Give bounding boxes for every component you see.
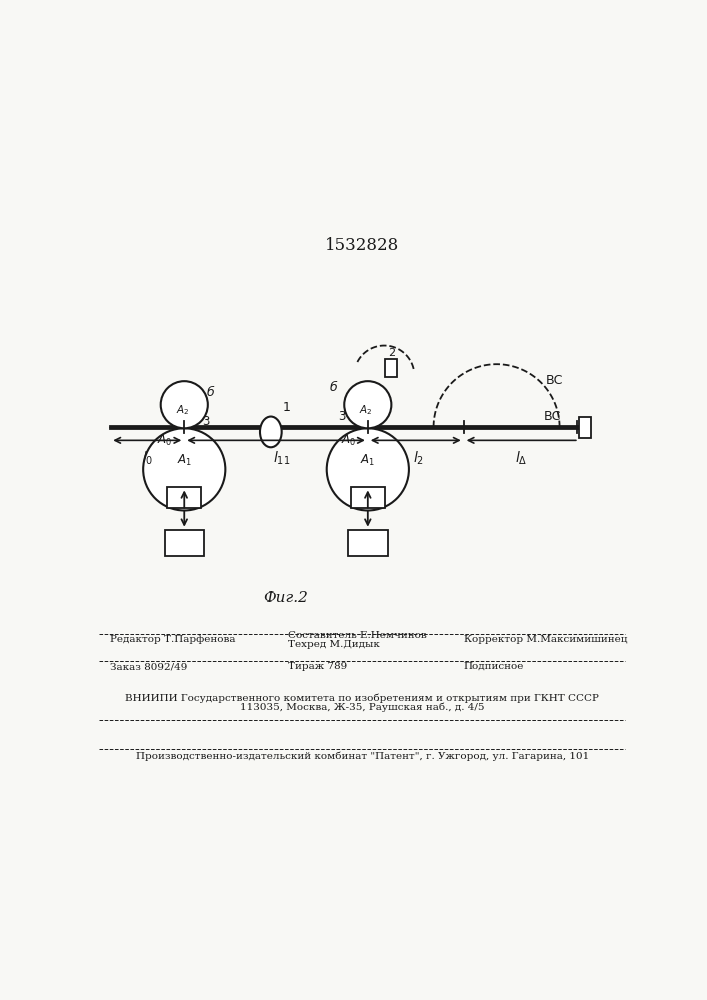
- Circle shape: [327, 428, 409, 510]
- Text: 2: 2: [582, 422, 589, 432]
- Text: $A_0$: $A_0$: [341, 433, 356, 448]
- Text: ВНИИПИ Государственного комитета по изобретениям и открытиям при ГКНТ СССР: ВНИИПИ Государственного комитета по изоб…: [125, 693, 600, 703]
- Text: $A_0$: $A_0$: [158, 433, 173, 448]
- Text: $A_2$: $A_2$: [176, 403, 189, 417]
- Text: Фиг.2: Фиг.2: [263, 591, 308, 605]
- Bar: [165, 530, 204, 556]
- Text: 1532828: 1532828: [325, 237, 399, 254]
- Text: Техред М.Дидык: Техред М.Дидык: [288, 640, 380, 649]
- Text: 113035, Москва, Ж-35, Раушская наб., д. 4/5: 113035, Москва, Ж-35, Раушская наб., д. …: [240, 703, 484, 712]
- Bar: [579, 417, 591, 438]
- Ellipse shape: [260, 417, 281, 447]
- Text: 3: 3: [202, 415, 210, 428]
- Text: $l_\Delta$: $l_\Delta$: [515, 450, 527, 467]
- Bar: [351, 487, 385, 508]
- Text: Тираж 789: Тираж 789: [288, 662, 348, 671]
- Text: 1: 1: [282, 401, 290, 414]
- Text: Заказ 8092/49: Заказ 8092/49: [110, 662, 187, 671]
- Bar: [168, 487, 201, 508]
- Text: $A_1$: $A_1$: [361, 453, 375, 468]
- Bar: [348, 530, 387, 556]
- Text: б: б: [206, 386, 214, 399]
- Circle shape: [344, 381, 392, 428]
- Text: Подписное: Подписное: [464, 662, 524, 671]
- Text: б: б: [330, 381, 338, 394]
- Text: ВС: ВС: [544, 410, 561, 423]
- Text: $A_1$: $A_1$: [177, 453, 192, 468]
- Text: $l_2$: $l_2$: [413, 450, 424, 467]
- Text: 2: 2: [388, 348, 395, 358]
- Text: Корректор М.Максимишинец: Корректор М.Максимишинец: [464, 635, 627, 644]
- Text: 5: 5: [363, 535, 373, 550]
- Text: 4: 4: [363, 491, 372, 505]
- Bar: [385, 359, 397, 377]
- Text: $A_2$: $A_2$: [359, 403, 373, 417]
- Text: 3: 3: [339, 410, 346, 423]
- Text: 5: 5: [180, 535, 189, 550]
- Text: Производственно-издательский комбинат "Патент", г. Ужгород, ул. Гагарина, 101: Производственно-издательский комбинат "П…: [136, 751, 589, 761]
- Text: Редактор Т.Парфенова: Редактор Т.Парфенова: [110, 635, 236, 644]
- Circle shape: [160, 381, 208, 428]
- Text: ВС: ВС: [545, 374, 563, 387]
- Text: $l_0$: $l_0$: [141, 450, 153, 467]
- Circle shape: [143, 428, 226, 510]
- Text: 4: 4: [180, 491, 189, 505]
- Text: Составитель Е.Немчинов: Составитель Е.Немчинов: [288, 631, 427, 640]
- Text: $l_{11}$: $l_{11}$: [273, 450, 290, 467]
